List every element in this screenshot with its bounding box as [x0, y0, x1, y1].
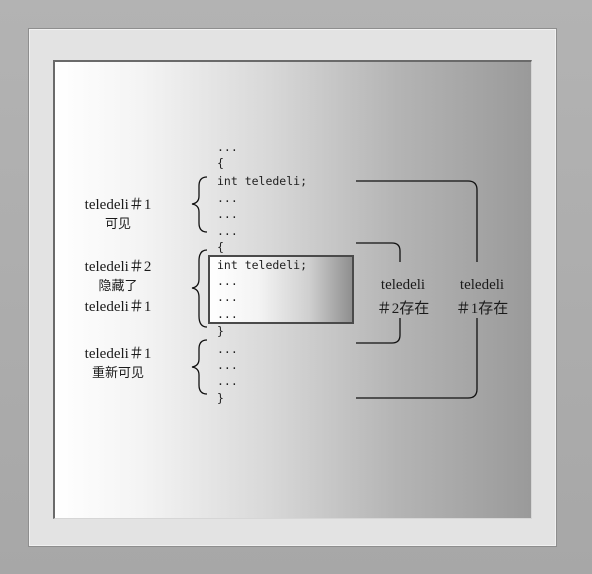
code-line: { — [217, 240, 224, 254]
code-line: ... — [217, 307, 238, 321]
group2-sub: 隐藏了 — [98, 279, 138, 294]
code-line: } — [217, 324, 224, 338]
left-brace-3 — [191, 339, 208, 395]
inner-scope-box — [208, 255, 354, 324]
right-bracket-2 — [356, 242, 401, 262]
code-line: ... — [217, 374, 238, 388]
group1-title: teledeli＃1 — [84, 197, 152, 213]
group3-sub: 重新可见 — [91, 366, 144, 381]
code-line: ... — [217, 140, 238, 154]
code-line: { — [217, 156, 224, 170]
exists2-line1: teledeli — [380, 277, 426, 293]
exists1-line1: teledeli — [459, 277, 505, 293]
code-line: ... — [217, 342, 238, 356]
code-line: ... — [217, 191, 238, 205]
left-brace-1 — [191, 176, 208, 233]
right-bracket-1-bottom — [356, 318, 478, 399]
code-line: } — [217, 391, 224, 405]
group3-title: teledeli＃1 — [84, 346, 152, 362]
exists2-line2: ＃2存在 — [376, 301, 430, 317]
code-line: ... — [217, 358, 238, 372]
left-brace-2 — [191, 249, 208, 328]
right-bracket-1 — [356, 180, 478, 262]
code-line: ... — [217, 224, 238, 238]
code-line: ... — [217, 207, 238, 221]
code-line: ... — [217, 274, 238, 288]
code-line: ... — [217, 290, 238, 304]
group2-title: teledeli＃2 — [84, 259, 152, 275]
exists1-line2: ＃1存在 — [455, 301, 509, 317]
code-line: int teledeli; — [217, 174, 308, 188]
right-bracket-2-bottom — [356, 318, 401, 344]
group2-title2: teledeli＃1 — [84, 299, 152, 315]
group1-sub: 可见 — [104, 217, 131, 232]
code-line: int teledeli; — [217, 258, 308, 272]
